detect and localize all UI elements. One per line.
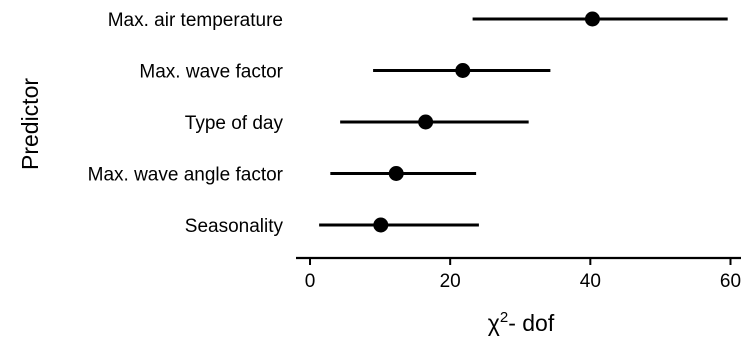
estimate-point bbox=[584, 11, 600, 27]
y-tick-label: Seasonality bbox=[185, 216, 284, 237]
chart-marks: Max. air temperature Max. wave factor Type… bbox=[88, 10, 728, 237]
estimate-point bbox=[455, 63, 471, 78]
x-tick-label: 20 bbox=[440, 271, 461, 292]
y-tick-label: Max. wave factor bbox=[139, 62, 283, 83]
x-tick-label: 40 bbox=[580, 271, 601, 292]
estimate-point bbox=[418, 114, 434, 130]
y-tick-label: Max. air temperature bbox=[108, 10, 283, 31]
x-axis-ticks: 0 20 40 60 bbox=[305, 258, 741, 292]
y-axis-title: Predictor bbox=[17, 78, 43, 170]
x-tick-label: 0 bbox=[305, 271, 316, 292]
x-axis-title-superscript: 2 bbox=[500, 309, 508, 326]
y-tick-label: Max. wave angle factor bbox=[88, 165, 284, 186]
estimate-point bbox=[388, 166, 404, 181]
x-tick-label: 60 bbox=[720, 271, 741, 292]
x-axis-title-rest: - dof bbox=[508, 310, 555, 336]
estimate-point bbox=[373, 217, 389, 233]
x-axis-title: χ2- dof bbox=[488, 309, 555, 336]
y-tick-label: Type of day bbox=[185, 113, 284, 134]
x-axis-title-symbol: χ bbox=[488, 310, 500, 336]
